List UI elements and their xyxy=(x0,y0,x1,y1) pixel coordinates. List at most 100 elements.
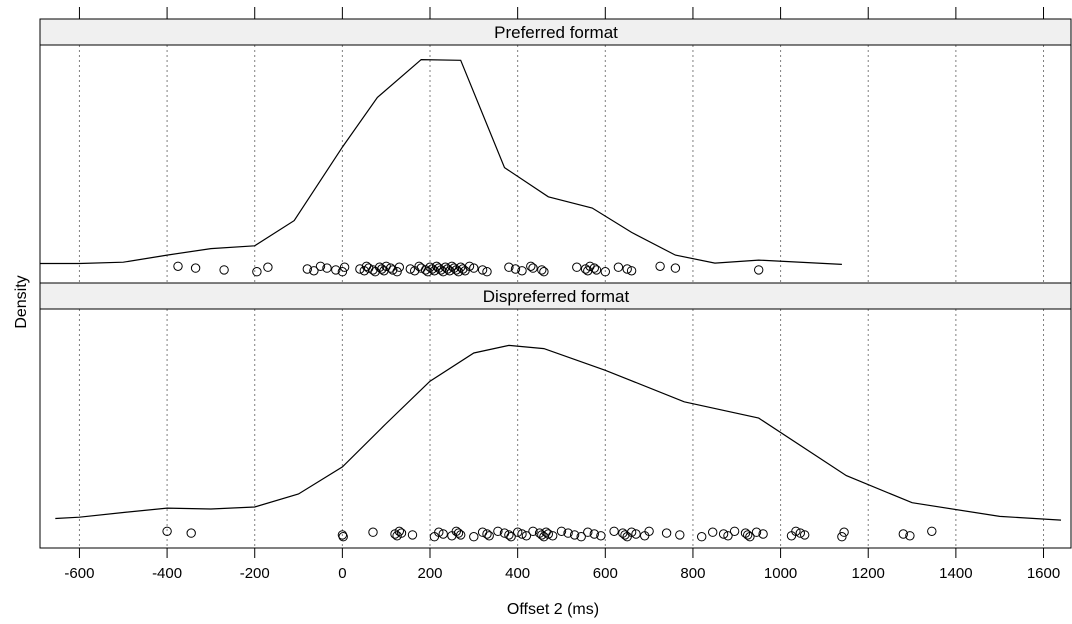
observation-point xyxy=(331,265,341,275)
panel-border xyxy=(39,18,1072,284)
x-tick-label: -200 xyxy=(240,565,270,582)
observation-point xyxy=(482,267,492,277)
observation-point xyxy=(482,529,492,539)
observation-point xyxy=(543,529,553,539)
observation-point xyxy=(898,529,908,539)
x-tick-label: -600 xyxy=(64,565,94,582)
observation-point xyxy=(661,528,672,538)
observation-point xyxy=(302,264,312,274)
x-axis: -600 -400 -200 0 200 400 600 800 1000 1200 1400 160… xyxy=(64,7,1060,582)
observation-point xyxy=(315,261,326,271)
observation-point xyxy=(655,261,665,271)
observation-point xyxy=(718,529,729,539)
observation-point xyxy=(620,530,630,540)
observation-point xyxy=(517,529,527,539)
observation-point xyxy=(729,526,740,536)
observation-point xyxy=(396,528,407,538)
observation-point xyxy=(743,530,753,540)
observation-point xyxy=(263,262,273,272)
observation-point xyxy=(493,526,503,536)
observation-point xyxy=(905,531,915,541)
observation-point xyxy=(591,265,602,275)
observation-point xyxy=(517,266,527,276)
observation-point xyxy=(322,263,332,273)
observation-point xyxy=(644,526,654,536)
observation-point xyxy=(596,531,606,541)
observation-point xyxy=(708,527,718,537)
observation-point xyxy=(484,531,494,541)
observation-point xyxy=(458,264,468,274)
observation-point xyxy=(438,529,448,539)
observation-point xyxy=(504,262,514,272)
observation-point xyxy=(477,265,488,275)
x-axis-title: Offset 2 (ms) xyxy=(507,601,599,618)
panel-strip xyxy=(39,18,1072,46)
observation-point xyxy=(837,532,847,542)
panel-strip-label: Preferred format xyxy=(494,23,618,42)
observation-point xyxy=(670,263,681,273)
observation-point xyxy=(469,263,479,273)
observation-point xyxy=(569,530,580,540)
observation-point xyxy=(795,528,805,538)
observation-point xyxy=(464,261,475,271)
observation-point xyxy=(528,263,538,273)
observation-point xyxy=(190,263,201,273)
observation-point xyxy=(526,261,536,271)
observation-point xyxy=(583,527,593,537)
observation-point xyxy=(309,266,319,276)
observation-point xyxy=(337,530,348,540)
observation-point xyxy=(631,529,641,539)
observation-point xyxy=(626,527,637,537)
observation-point xyxy=(675,530,685,540)
observation-point xyxy=(600,267,610,277)
panel-border xyxy=(39,282,1072,549)
observation-point xyxy=(800,530,810,540)
observation-point xyxy=(528,526,538,536)
x-tick-label: -400 xyxy=(152,565,182,582)
observation-point xyxy=(219,265,229,275)
x-tick-label: 400 xyxy=(505,565,530,582)
observation-point xyxy=(338,532,348,542)
observation-point xyxy=(723,531,733,541)
observation-point xyxy=(453,528,464,538)
observation-point xyxy=(337,267,348,277)
observation-point xyxy=(434,527,444,537)
density-line xyxy=(55,344,1062,521)
observation-point xyxy=(394,262,404,272)
observation-point xyxy=(407,530,418,540)
observation-point xyxy=(589,529,599,539)
observation-point xyxy=(392,267,402,277)
observation-point xyxy=(186,528,196,538)
observation-point xyxy=(456,530,466,540)
observation-point xyxy=(751,527,762,537)
observation-point xyxy=(622,264,632,274)
observation-point xyxy=(626,266,637,276)
observation-point xyxy=(521,531,532,541)
panel-strip xyxy=(39,282,1072,310)
observation-point xyxy=(576,532,586,542)
observation-point xyxy=(758,529,768,539)
observation-point xyxy=(162,526,172,536)
observation-point xyxy=(252,267,262,277)
panel-preferred: Preferred format xyxy=(39,18,1072,284)
observation-point xyxy=(469,532,479,542)
x-tick-label: 800 xyxy=(680,565,705,582)
observation-point xyxy=(589,263,599,273)
observation-point xyxy=(173,261,183,271)
panel-dispreferred: Dispreferred format xyxy=(39,282,1072,549)
observation-point xyxy=(368,527,378,537)
observation-point xyxy=(537,265,547,275)
x-tick-label: 1400 xyxy=(939,565,972,582)
observation-point xyxy=(556,526,567,536)
observation-point xyxy=(510,264,521,274)
density-line xyxy=(40,58,842,265)
observation-point xyxy=(388,265,398,275)
observation-point xyxy=(513,527,523,537)
observation-point xyxy=(613,262,624,272)
observation-point xyxy=(572,262,582,272)
x-tick-label: 0 xyxy=(338,565,346,582)
observation-point xyxy=(504,530,514,540)
y-axis-title: Density xyxy=(13,275,30,328)
observation-point xyxy=(609,526,619,536)
